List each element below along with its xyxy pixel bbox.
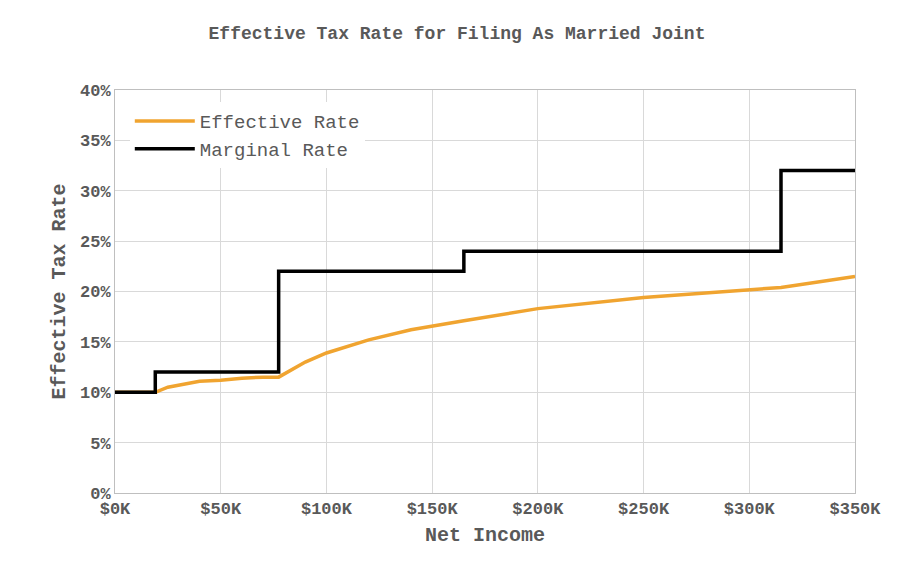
svg-text:Effective Rate: Effective Rate [200, 112, 360, 134]
svg-text:Effective Tax Rate: Effective Tax Rate [48, 183, 71, 399]
svg-text:Marginal Rate: Marginal Rate [200, 140, 348, 162]
svg-text:$200K: $200K [512, 500, 564, 519]
svg-text:Effective Tax Rate for Filing: Effective Tax Rate for Filing As Married… [209, 24, 706, 44]
svg-text:10%: 10% [80, 384, 111, 403]
svg-text:15%: 15% [80, 334, 111, 353]
svg-text:35%: 35% [80, 132, 111, 151]
svg-text:40%: 40% [80, 82, 111, 101]
svg-text:20%: 20% [80, 283, 111, 302]
svg-text:$250K: $250K [618, 500, 670, 519]
svg-text:$300K: $300K [724, 500, 776, 519]
svg-text:Net Income: Net Income [425, 524, 545, 547]
svg-text:$150K: $150K [407, 500, 459, 519]
svg-text:30%: 30% [80, 183, 111, 202]
svg-text:25%: 25% [80, 233, 111, 252]
svg-text:$100K: $100K [301, 500, 353, 519]
svg-text:0%: 0% [90, 485, 111, 504]
svg-text:5%: 5% [90, 435, 111, 454]
svg-text:$350K: $350K [829, 500, 881, 519]
svg-text:$0K: $0K [100, 500, 131, 519]
svg-text:$50K: $50K [200, 500, 242, 519]
